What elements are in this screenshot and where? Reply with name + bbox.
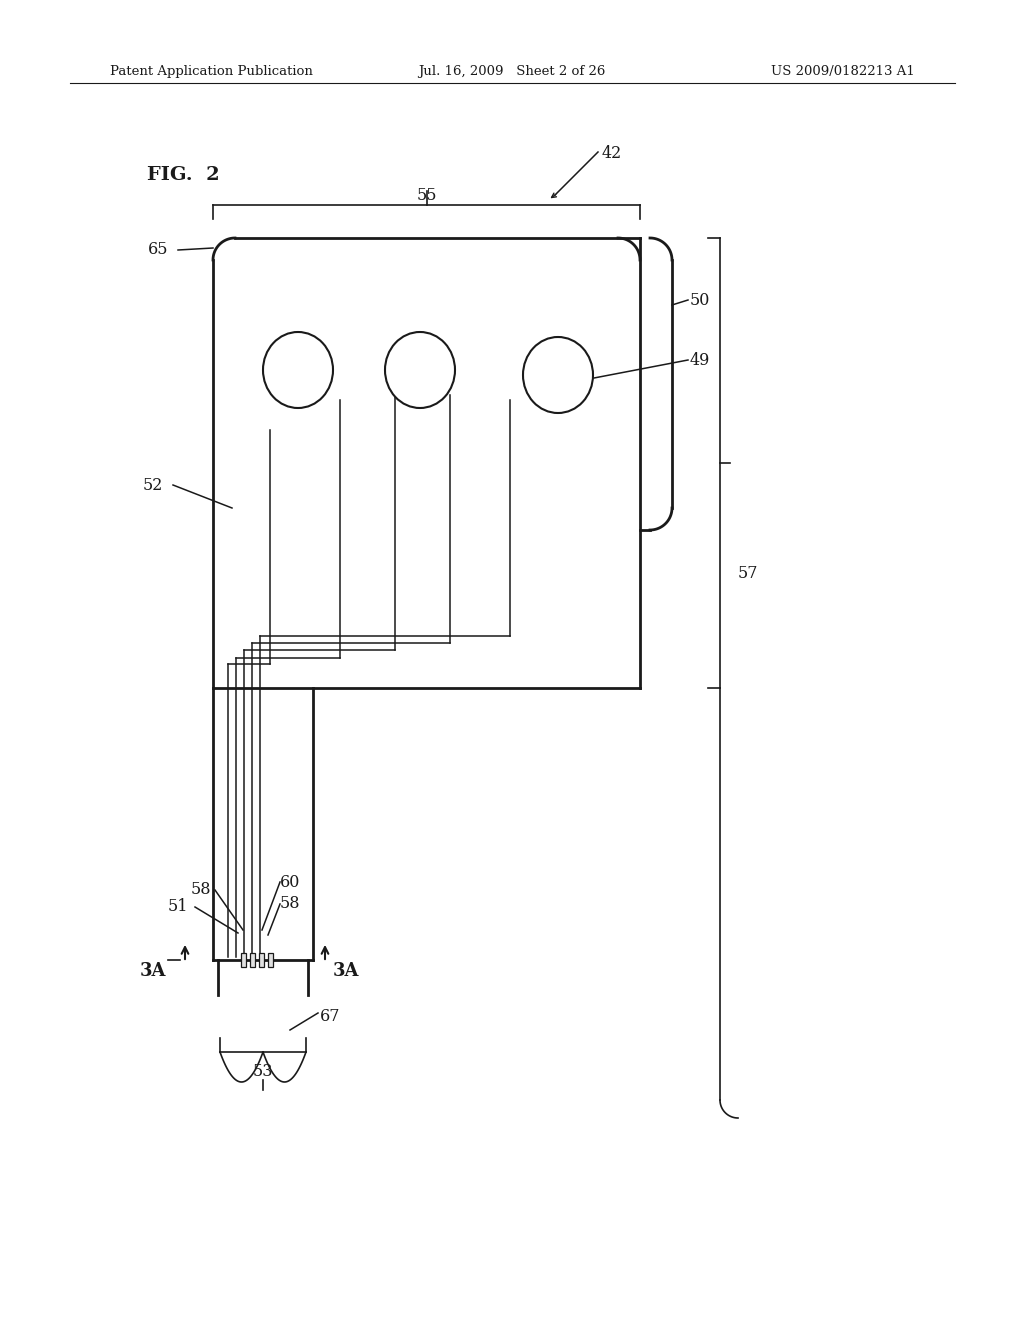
Text: 55: 55 <box>416 187 437 205</box>
Text: 60: 60 <box>280 874 300 891</box>
Text: 53: 53 <box>253 1063 273 1080</box>
Ellipse shape <box>263 333 333 408</box>
Text: 58: 58 <box>280 895 300 912</box>
Text: FIG.  2: FIG. 2 <box>147 166 219 183</box>
Text: 50: 50 <box>690 292 711 309</box>
Bar <box>250 953 255 968</box>
Text: 49: 49 <box>690 352 711 370</box>
Text: 3A: 3A <box>140 962 167 979</box>
Ellipse shape <box>523 337 593 413</box>
Text: 65: 65 <box>148 242 169 257</box>
Text: 3A: 3A <box>333 962 359 979</box>
Ellipse shape <box>385 333 455 408</box>
Text: 51: 51 <box>168 898 188 915</box>
Text: Jul. 16, 2009   Sheet 2 of 26: Jul. 16, 2009 Sheet 2 of 26 <box>419 65 605 78</box>
Text: 42: 42 <box>602 145 623 162</box>
Text: US 2009/0182213 A1: US 2009/0182213 A1 <box>771 65 915 78</box>
Text: 57: 57 <box>738 565 759 582</box>
Bar <box>268 953 273 968</box>
Text: 58: 58 <box>191 880 212 898</box>
Bar <box>259 953 264 968</box>
Text: Patent Application Publication: Patent Application Publication <box>110 65 313 78</box>
Bar <box>241 953 246 968</box>
Text: 52: 52 <box>143 477 164 494</box>
Text: 67: 67 <box>319 1008 341 1026</box>
